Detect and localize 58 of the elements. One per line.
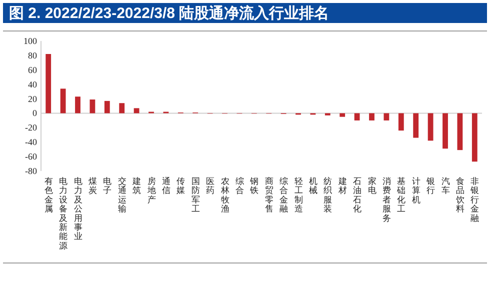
x-tick-label: 消费者服务: [382, 176, 390, 223]
x-tick-label: 交通运输: [118, 176, 126, 214]
bar: [428, 113, 434, 141]
bar: [46, 54, 52, 114]
y-tick-label: -40: [25, 137, 38, 148]
bar: [75, 96, 80, 114]
x-tick-label: 计算机: [412, 176, 420, 204]
x-tick-label: 石油石化: [353, 176, 362, 214]
x-tick-label: 房地产: [146, 176, 156, 204]
x-tick-label: 机械: [308, 176, 317, 196]
bar: [398, 113, 404, 131]
bar: [354, 113, 360, 120]
y-tick-label: 40: [28, 79, 38, 90]
bar: [60, 88, 66, 114]
x-tick-label: 轻工制造: [294, 176, 302, 214]
y-tick-label: -20: [25, 122, 38, 133]
x-tick-label: 综合: [235, 176, 244, 196]
x-tick-label: 商贸零售: [264, 176, 273, 214]
x-tick-label: 有色金属: [44, 176, 52, 214]
bar: [90, 100, 96, 114]
x-tick-label: 建筑: [132, 176, 141, 196]
bar: [442, 113, 448, 149]
x-tick-label: 传媒: [176, 176, 185, 196]
bar: [384, 113, 390, 120]
y-tick-label: 60: [28, 64, 38, 75]
x-tick-label: 基础化工: [396, 176, 406, 214]
x-tick-label: 通信: [162, 176, 170, 196]
x-tick-label: 食品饮料: [454, 176, 464, 214]
bar: [413, 113, 419, 138]
bar: [340, 113, 346, 117]
x-tick-label: 汽车: [441, 176, 450, 196]
x-tick-label: 纺织服装: [324, 176, 332, 214]
bar: [134, 108, 140, 114]
y-tick-label: 80: [28, 50, 38, 60]
x-tick-label: 电力设备及新能源: [59, 176, 68, 250]
bar: [104, 100, 110, 114]
x-tick-label: 综合金融: [280, 176, 288, 214]
y-tick-label: -80: [25, 166, 38, 176]
x-tick-label: 医药: [206, 176, 214, 196]
y-tick-label: 0: [32, 108, 38, 118]
x-tick-label: 家电: [368, 176, 376, 196]
x-tick-label: 电子: [103, 176, 112, 196]
y-tick-label: -60: [25, 152, 38, 162]
x-tick-label: 煤炭: [88, 176, 96, 196]
x-tick-label: 建材: [337, 176, 346, 196]
bar: [472, 113, 478, 162]
x-tick-label: 钢铁: [249, 176, 258, 196]
chart-title: 图 2. 2022/2/23-2022/3/8 陆股通净流入行业排名: [9, 4, 330, 22]
x-tick-label: 非银行金融: [470, 176, 479, 223]
x-tick-label: 农林牧渔: [220, 176, 229, 214]
x-tick-label: 银行: [426, 176, 435, 196]
bar: [369, 113, 374, 120]
bar: [457, 113, 463, 150]
x-tick-label: 国防军工: [191, 176, 200, 214]
y-tick-label: 100: [24, 36, 38, 46]
bar: [119, 103, 125, 114]
y-tick-label: 20: [28, 94, 38, 104]
x-tick-label: 电力及公用事业: [74, 176, 82, 242]
